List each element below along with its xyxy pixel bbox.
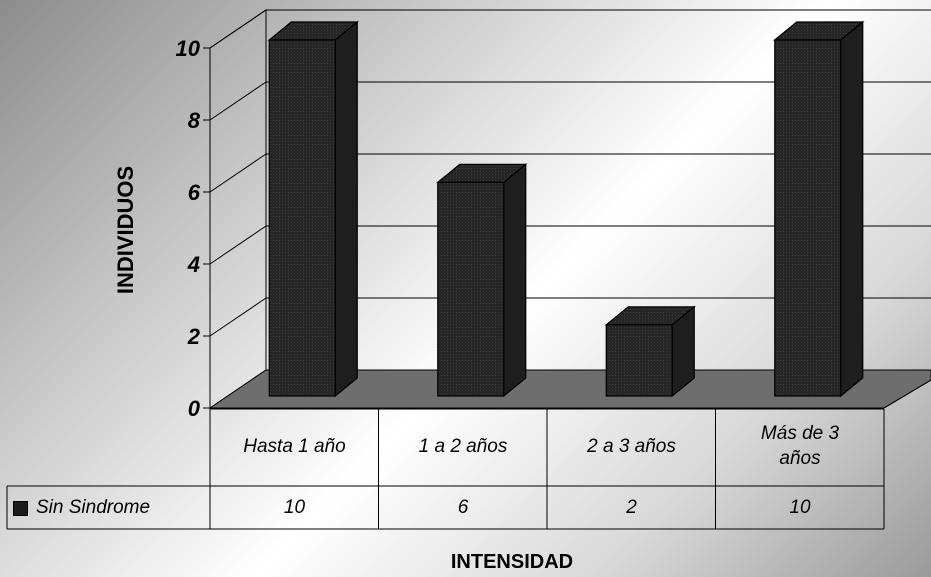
category-label-3: 2 a 3 años <box>587 435 676 457</box>
bar-side <box>503 163 527 398</box>
y-tick-label: 10 <box>176 36 201 61</box>
bar-side <box>840 20 864 398</box>
y-tick-label: 8 <box>188 108 201 133</box>
legend-swatch <box>13 500 28 516</box>
bar-4 <box>773 20 865 398</box>
table-value-1: 10 <box>283 496 306 518</box>
table-value-4: 10 <box>789 496 811 518</box>
y-tick-label: 2 <box>187 324 201 349</box>
gridline-side <box>209 153 267 193</box>
gridline-side <box>209 297 267 337</box>
gridline-side <box>209 9 267 49</box>
floor-edge <box>883 379 931 409</box>
bar-1 <box>267 20 359 398</box>
bar-front <box>774 39 842 397</box>
bar-series <box>267 20 865 398</box>
table-value-3: 2 <box>626 496 637 518</box>
category-label-1: Hasta 1 año <box>243 435 346 457</box>
table-value-2: 6 <box>457 496 469 518</box>
bar-front <box>605 324 673 397</box>
bar-side <box>334 20 358 398</box>
y-axis-label: INDIVIDUOS <box>113 166 138 294</box>
legend-label: Sin Sindrome <box>36 496 151 518</box>
bar-front <box>268 39 336 397</box>
x-axis-label: INTENSIDAD <box>451 551 573 573</box>
gridline-side <box>209 81 267 121</box>
y-axis-ticks: 0 2 4 6 8 10 <box>176 36 210 421</box>
category-label-2: 1 a 2 años <box>418 435 508 457</box>
side-wall <box>209 9 267 409</box>
y-tick-label: 0 <box>188 396 201 421</box>
bar-3 <box>604 305 696 398</box>
y-tick-label: 6 <box>188 180 201 205</box>
y-tick-label: 4 <box>187 252 200 277</box>
legend-entry: Sin Sindrome <box>7 487 210 529</box>
category-label-4: Más de 3 años <box>760 423 840 469</box>
bar-2 <box>436 163 528 398</box>
plot-floor <box>208 369 931 409</box>
gridline-side <box>209 225 267 265</box>
data-table-grid <box>6 408 885 530</box>
bar-front <box>437 181 505 397</box>
